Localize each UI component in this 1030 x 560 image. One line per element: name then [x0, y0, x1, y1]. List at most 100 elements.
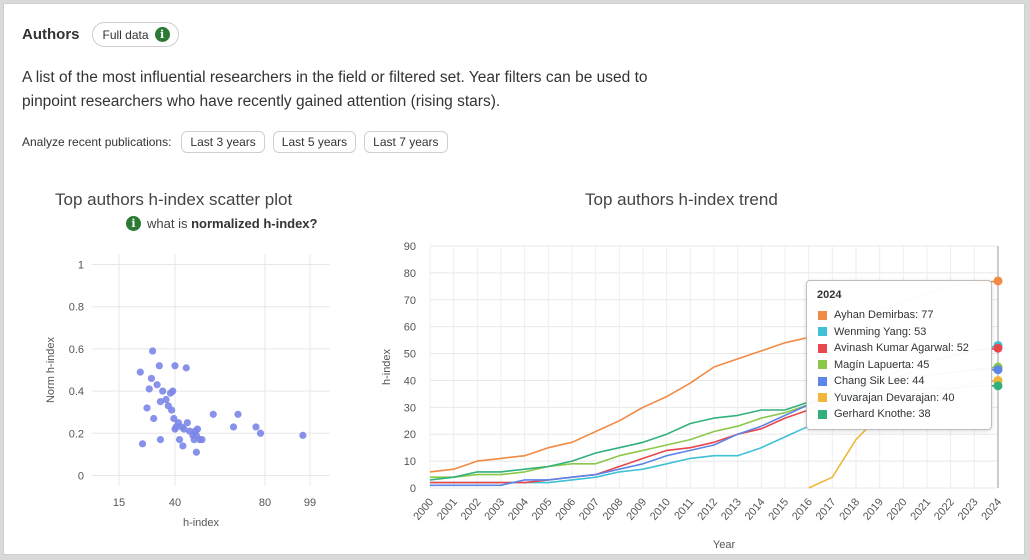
scatter-point	[159, 387, 167, 395]
x-tick-label: 2021	[908, 496, 933, 522]
x-tick-label: 2018	[837, 496, 862, 522]
scatter-chart[interactable]: 15 40 80 99 0 0.2 0.4 0.6 0.8 1 h-index Norm h-inde…	[30, 240, 370, 550]
scatter-point	[183, 419, 191, 427]
normalized-h-index-hint[interactable]: i what is normalized h-index?	[126, 216, 317, 231]
tooltip-title: 2024	[817, 289, 842, 301]
tooltip-row: Magín Lapuerta: 45	[817, 357, 981, 374]
scatter-point	[175, 436, 184, 444]
hint-bold: normalized h-index?	[191, 216, 318, 231]
x-tick-label: 2013	[719, 496, 744, 522]
scatter-point	[192, 448, 200, 456]
tooltip-row-label: Wenming Yang: 53	[834, 325, 927, 338]
x-axis-label: h-index	[183, 517, 220, 529]
full-data-label: Full data	[102, 27, 149, 42]
legend-swatch	[817, 342, 828, 354]
x-tick-label: 2004	[506, 496, 531, 522]
tooltip-row-label: Magín Lapuerta: 45	[834, 358, 930, 371]
y-tick-label: 20	[404, 429, 416, 441]
scatter-chart-title: Top authors h-index scatter plot	[55, 190, 293, 209]
scatter-point	[136, 368, 144, 376]
x-tick-label: 2002	[459, 496, 484, 522]
scatter-point	[156, 436, 165, 444]
y-tick-label: 0.2	[69, 428, 84, 440]
x-tick-label: 2001	[435, 496, 460, 522]
filter-last-7-years-button[interactable]: Last 7 years	[364, 131, 448, 153]
y-axis-label: h-index	[381, 348, 393, 385]
scatter-point	[169, 387, 177, 395]
scatter-point	[209, 410, 217, 418]
tooltip-row-label: Yuvarajan Devarajan: 40	[834, 391, 955, 404]
y-tick-label: 70	[404, 295, 416, 307]
tooltip-row-label: Avinash Kumar Agarwal: 52	[834, 342, 969, 355]
scatter-point	[143, 404, 151, 412]
scatter-point	[150, 414, 158, 423]
scatter-point	[198, 436, 206, 444]
legend-swatch	[817, 309, 828, 321]
y-tick-label: 40	[404, 375, 416, 387]
x-tick-label: 2015	[766, 496, 791, 522]
tooltip-row-label: Ayhan Demirbas: 77	[834, 309, 934, 322]
x-tick-label: 2024	[979, 496, 1004, 522]
x-tick-label: 2020	[885, 496, 910, 522]
scatter-point	[168, 406, 176, 414]
hint-prefix: what is	[147, 216, 192, 231]
scatter-point	[162, 395, 170, 404]
y-tick-label: 90	[404, 241, 416, 253]
y-tick-label: 10	[404, 456, 416, 468]
scatter-point	[153, 381, 161, 389]
x-tick-label: 2007	[577, 496, 602, 522]
y-tick-label: 30	[404, 402, 416, 414]
full-data-button[interactable]: Full data i	[91, 22, 179, 47]
x-tick-label: 40	[169, 497, 181, 509]
x-tick-label: 2003	[482, 496, 507, 522]
x-tick-label: 2012	[695, 496, 720, 522]
scatter-point	[299, 431, 307, 439]
x-tick-label: 2009	[624, 496, 649, 522]
x-tick-label: 2006	[553, 496, 578, 522]
trend-point	[993, 381, 1003, 391]
legend-swatch	[817, 375, 828, 387]
x-tick-label: 2008	[601, 496, 626, 522]
recent-publications-filters: Analyze recent publications: Last 3 year…	[22, 131, 448, 153]
y-tick-label: 0.6	[69, 344, 84, 356]
x-tick-label: 2016	[790, 496, 815, 522]
tooltip-row: Ayhan Demirbas: 77	[817, 307, 981, 324]
legend-swatch	[817, 326, 828, 338]
y-tick-label: 0	[410, 483, 416, 495]
section-description: A list of the most influential researche…	[22, 69, 648, 110]
authors-panel	[3, 3, 1025, 555]
tooltip-row: Avinash Kumar Agarwal: 52	[817, 340, 981, 357]
tooltip-row-label: Gerhard Knothe: 38	[834, 408, 931, 421]
trend-tooltip: 2024 Ayhan Demirbas: 77 Wenming Yang: 53 A…	[806, 280, 992, 430]
section-header: Authors Full data i	[22, 22, 179, 47]
x-tick-label: 2014	[743, 496, 768, 522]
scatter-point	[149, 347, 157, 355]
x-axis-label: Year	[713, 539, 736, 551]
x-tick-label: 80	[259, 497, 271, 509]
trend-point	[993, 343, 1003, 353]
x-tick-label: 99	[304, 497, 316, 509]
filter-last-3-years-button[interactable]: Last 3 years	[181, 131, 265, 153]
x-tick-label: 2000	[411, 496, 436, 522]
y-tick-label: 0.8	[69, 302, 84, 314]
scatter-point	[256, 429, 265, 437]
filter-last-5-years-button[interactable]: Last 5 years	[272, 131, 357, 153]
scatter-point	[193, 425, 202, 433]
scatter-point	[145, 385, 153, 393]
scatter-point	[171, 362, 179, 370]
x-tick-label: 2023	[956, 496, 981, 522]
x-tick-label: 15	[113, 497, 125, 509]
y-tick-label: 0.4	[69, 386, 84, 398]
section-title: Authors	[22, 26, 80, 43]
scatter-point	[180, 425, 188, 433]
x-tick-label: 2005	[530, 496, 555, 522]
tooltip-row: Yuvarajan Devarajan: 40	[817, 390, 981, 407]
tooltip-row: Chang Sik Lee: 44	[817, 373, 981, 390]
legend-swatch	[817, 408, 828, 420]
trend-point	[993, 276, 1003, 286]
x-tick-label: 2010	[648, 496, 673, 522]
tooltip-row-label: Chang Sik Lee: 44	[834, 375, 925, 388]
info-icon[interactable]: i	[154, 27, 170, 42]
scatter-point	[155, 362, 163, 370]
filters-label: Analyze recent publications:	[22, 135, 172, 149]
